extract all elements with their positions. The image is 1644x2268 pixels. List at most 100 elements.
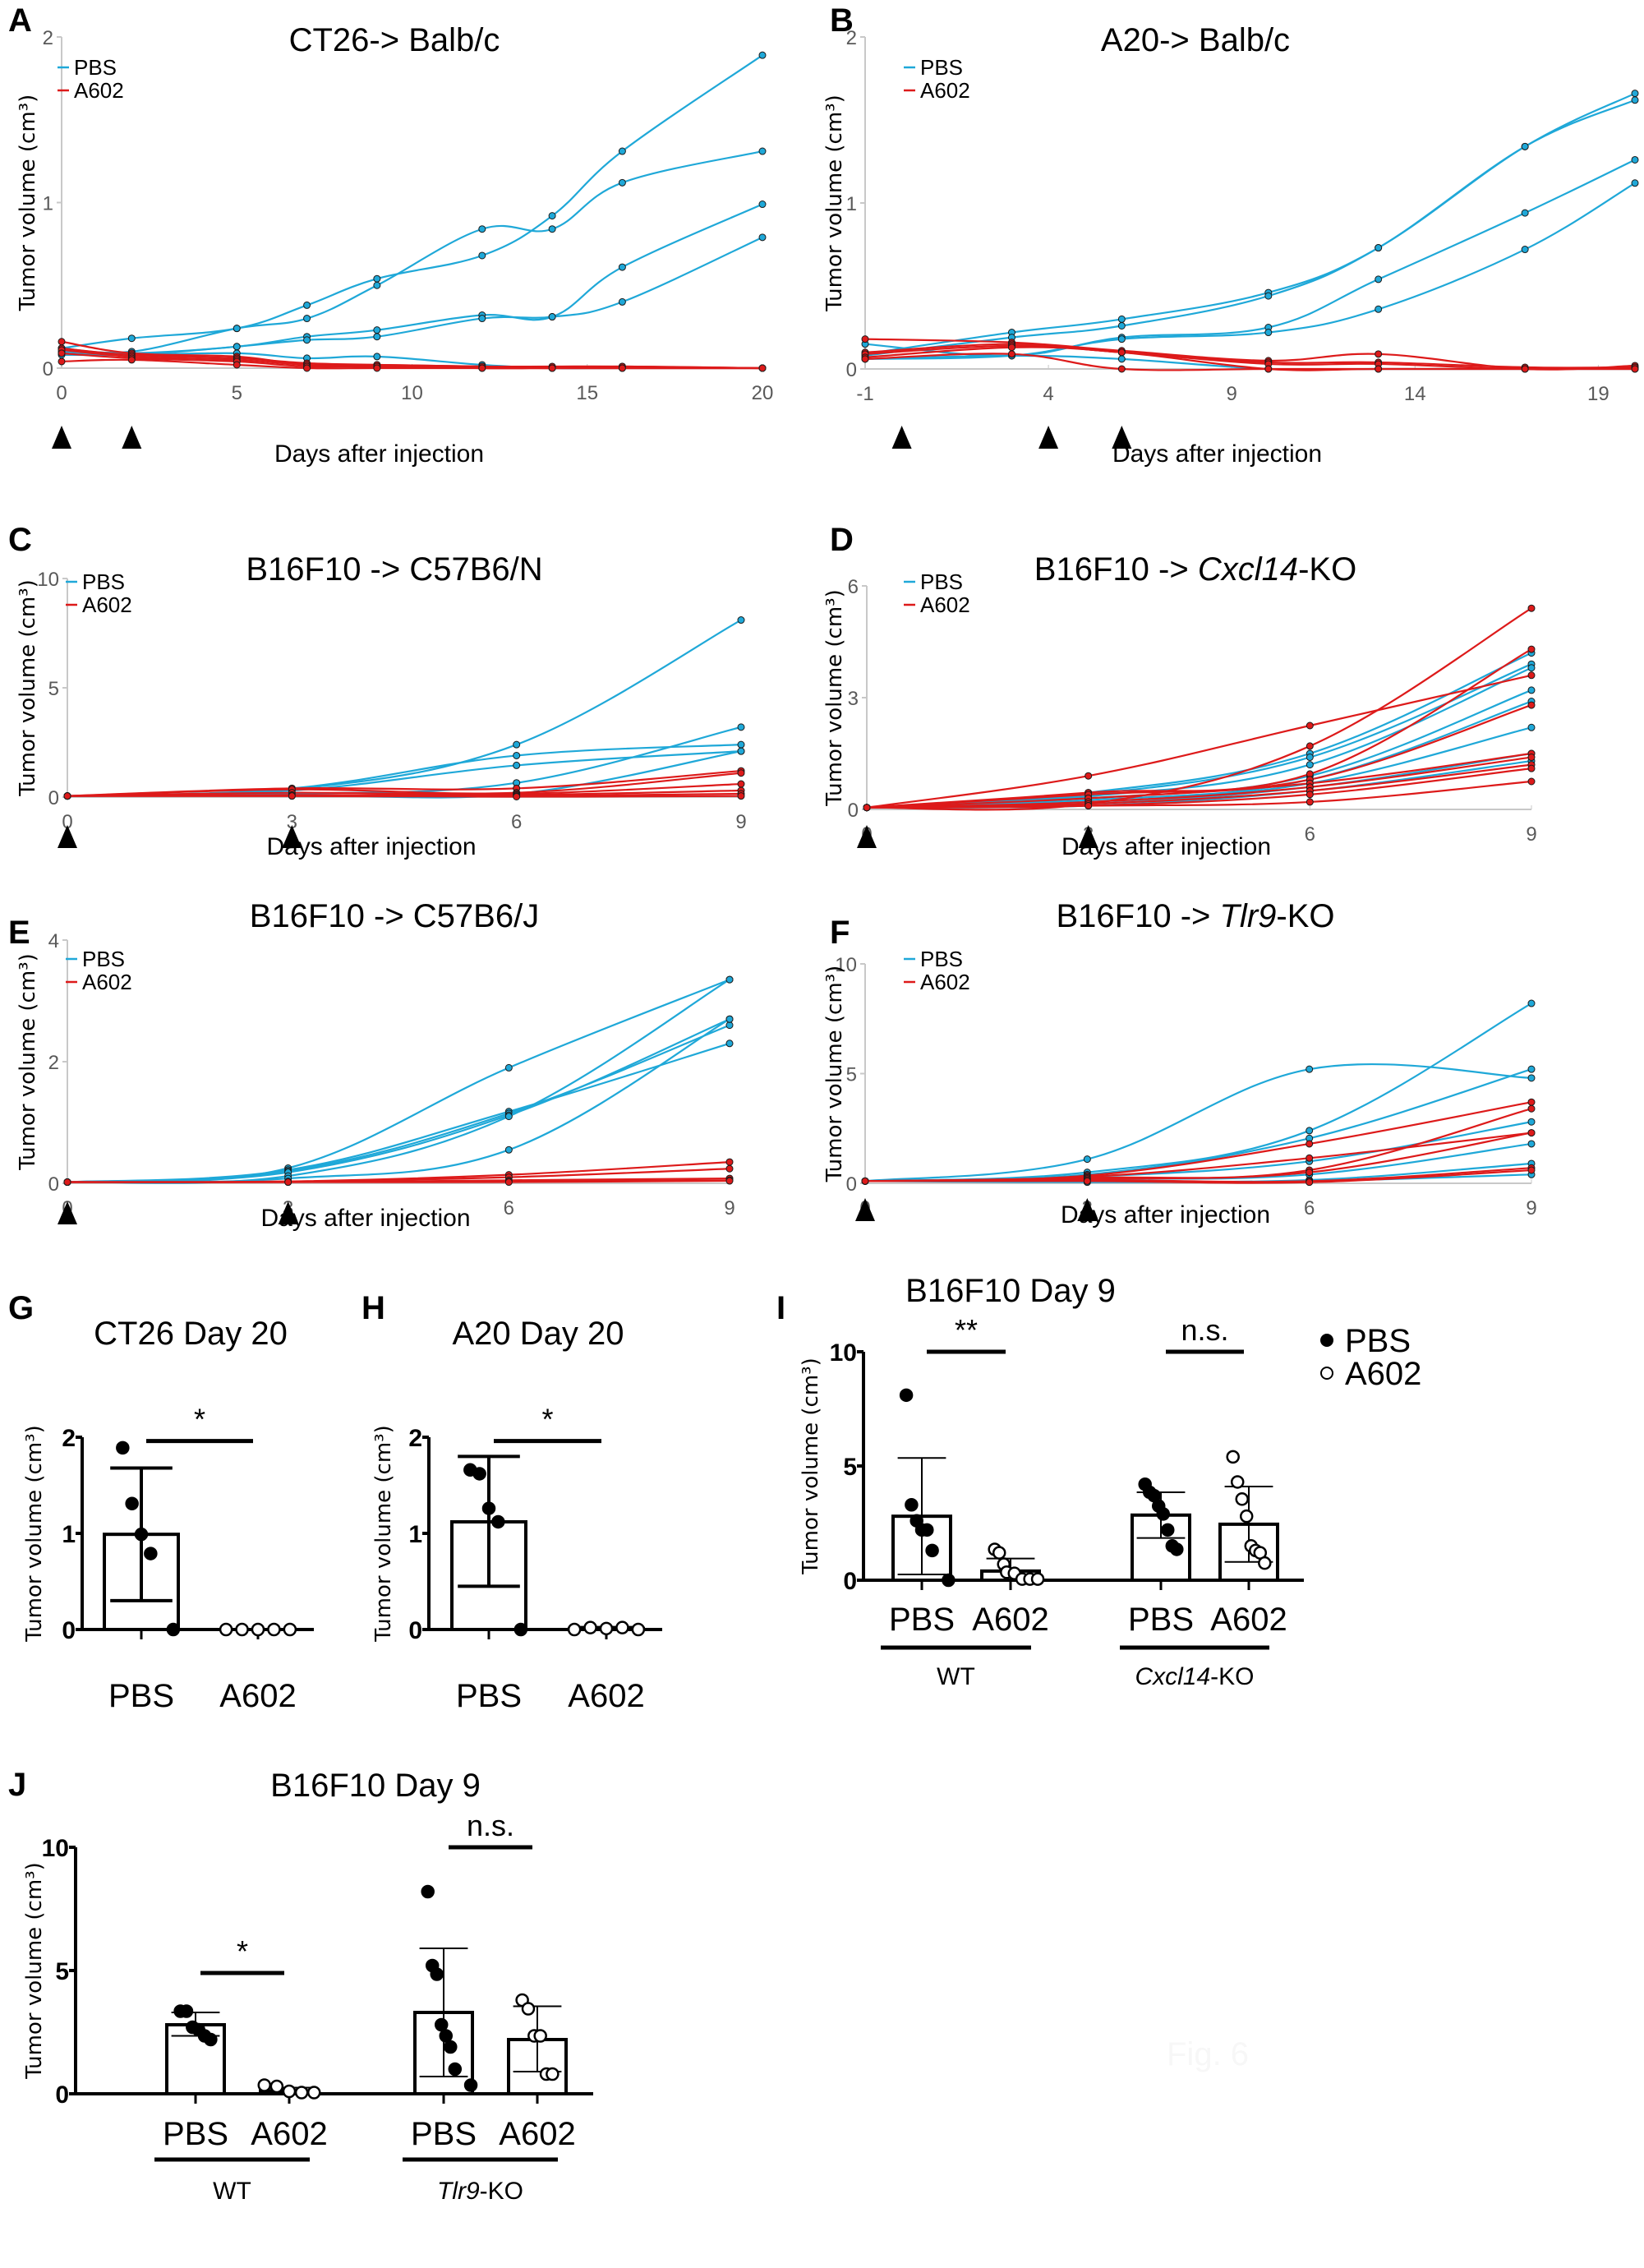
series-line-pbs	[67, 979, 730, 1183]
data-point-a602	[1306, 1154, 1314, 1162]
data-point-open	[306, 2086, 321, 2100]
y-axis-label: Tumor volume (cm³)	[822, 589, 847, 807]
category-label: A602	[251, 2116, 327, 2152]
y-tick-label: 10	[830, 1339, 857, 1367]
data-point-pbs	[1117, 315, 1126, 323]
data-point-a602	[303, 364, 311, 372]
x-tick-label: 9	[1526, 1197, 1536, 1219]
series-line-pbs	[864, 1063, 1532, 1182]
data-point-a602	[1527, 645, 1536, 653]
x-tick-label: 6	[1305, 823, 1315, 846]
data-point-pbs	[233, 343, 241, 351]
panel-b: B A20-> Balb/c 0 1 2 -1 4 9 14 19 Tumor volume (cm…	[822, 2, 1639, 468]
data-point-a602	[58, 349, 66, 357]
legend-label: PBS	[920, 947, 963, 971]
legend-label: A602	[920, 592, 970, 617]
data-point-pbs	[1527, 686, 1536, 694]
data-point-pbs	[1306, 754, 1314, 762]
x-tick-label: 9	[735, 811, 746, 833]
y-tick-label: 1	[846, 193, 857, 215]
data-point-filled	[444, 2040, 458, 2054]
series-line-pbs	[61, 54, 763, 349]
series-line-pbs	[864, 99, 1636, 357]
injection-arrow-icon	[278, 1201, 298, 1224]
y-tick-label: 0	[48, 1173, 59, 1196]
data-point-filled	[421, 1884, 435, 1899]
data-point-open	[235, 1622, 249, 1637]
data-point-pbs	[1527, 1118, 1536, 1126]
data-point-pbs	[1527, 1065, 1536, 1073]
data-point-a602	[288, 792, 296, 800]
data-point-pbs	[1631, 179, 1639, 187]
data-point-filled	[116, 1441, 130, 1455]
category-label: A602	[972, 1602, 1048, 1638]
y-tick-label: 2	[48, 1052, 59, 1074]
data-point-a602	[725, 1164, 734, 1173]
data-point-a602	[1375, 365, 1383, 373]
data-point-a602	[1521, 365, 1529, 373]
data-point-filled	[134, 1527, 149, 1542]
y-tick-label: 0	[48, 787, 59, 809]
y-tick-label: 0	[408, 1617, 422, 1644]
data-point-open	[567, 1622, 582, 1637]
data-point-a602	[1084, 772, 1093, 780]
injection-arrow-icon	[1112, 426, 1132, 449]
legend-label: A602	[82, 592, 132, 617]
legend-label: A602	[1345, 1356, 1421, 1392]
data-point-open	[219, 1622, 233, 1637]
data-point-pbs	[758, 51, 767, 59]
y-tick-label: 0	[846, 1173, 857, 1196]
legend-label: A602	[920, 970, 970, 994]
legend-label: PBS	[1345, 1323, 1411, 1359]
group-gene: Cxcl14	[1135, 1663, 1210, 1690]
x-axis-label: Days after injection	[274, 440, 484, 468]
injection-arrow-icon	[1077, 1198, 1098, 1221]
data-point-pbs	[1375, 305, 1383, 313]
series-line-pbs	[864, 182, 1636, 360]
x-tick-label: 9	[1227, 383, 1237, 405]
data-point-open	[1239, 1509, 1254, 1524]
y-tick-label: 6	[848, 576, 859, 598]
x-axis-label: Days after injection	[260, 1205, 470, 1232]
data-point-pbs	[725, 1040, 734, 1048]
data-point-open	[992, 1546, 1006, 1560]
series-line-pbs	[61, 236, 763, 357]
data-point-pbs	[504, 1113, 513, 1121]
series-line-a602	[864, 1169, 1532, 1184]
title-suffix: -KO	[1298, 551, 1356, 588]
data-point-filled	[204, 2032, 218, 2047]
legend-label: PBS	[74, 55, 117, 80]
data-point-pbs	[373, 333, 381, 341]
data-point-open	[294, 2086, 309, 2100]
data-point-a602	[373, 364, 381, 372]
data-point-open	[282, 2084, 297, 2099]
legend-label: PBS	[82, 569, 125, 594]
x-tick-label: 9	[1526, 823, 1536, 846]
data-point-pbs	[758, 147, 767, 155]
data-point-a602	[737, 780, 745, 788]
data-point-a602	[1083, 1177, 1091, 1185]
y-tick-label: 0	[43, 358, 53, 380]
category-label: PBS	[411, 2116, 477, 2152]
data-point-a602	[1527, 754, 1536, 762]
data-point-pbs	[548, 212, 556, 220]
data-point-a602	[1306, 798, 1314, 806]
y-axis-label: Tumor volume (cm³)	[822, 94, 847, 312]
legend-label: PBS	[920, 55, 963, 80]
data-point-filled	[491, 1514, 505, 1529]
data-point-filled	[899, 1388, 914, 1403]
panel-letter: F	[830, 915, 850, 951]
data-point-pbs	[1306, 1065, 1314, 1073]
data-point-pbs	[1306, 1127, 1314, 1135]
series-line-pbs	[864, 1003, 1532, 1182]
x-axis-label: Days after injection	[266, 833, 476, 860]
series-line-pbs	[67, 726, 742, 797]
significance-label: *	[237, 1934, 248, 1968]
data-point-open	[631, 1622, 646, 1637]
data-point-a602	[861, 335, 869, 343]
y-axis-label: Tumor volume (cm³)	[16, 94, 40, 312]
legend-label: A602	[920, 78, 970, 103]
data-point-a602	[1306, 1169, 1314, 1177]
data-point-a602	[504, 1178, 513, 1187]
